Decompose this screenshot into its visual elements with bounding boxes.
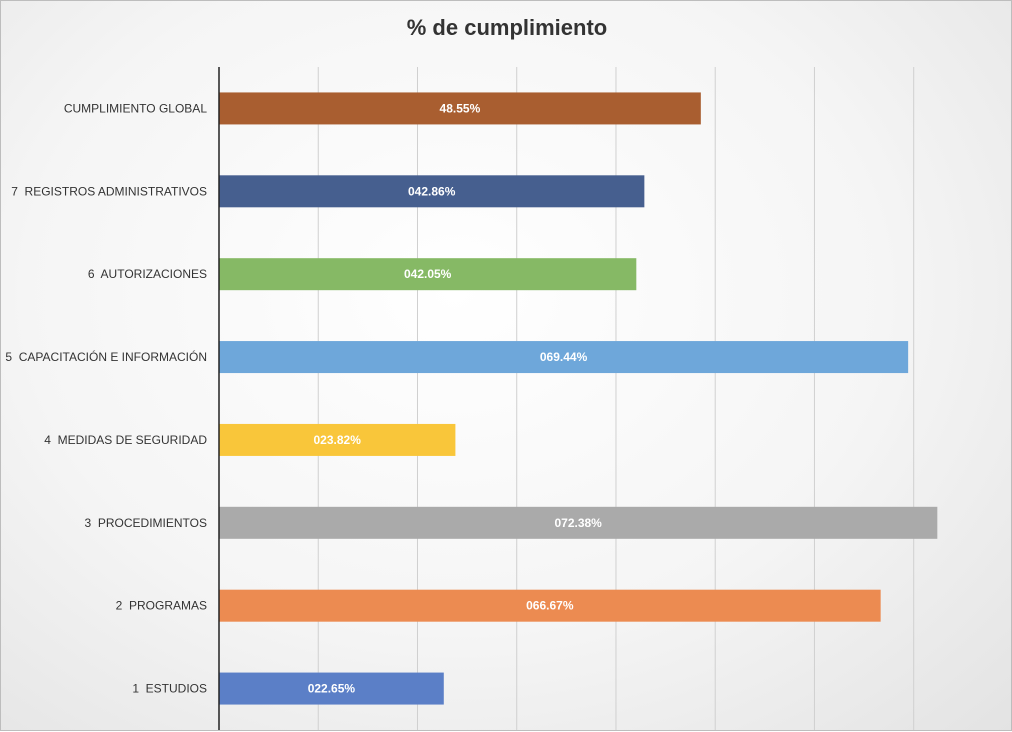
category-label: 2 PROGRAMAS <box>116 599 207 613</box>
data-label: 042.86% <box>408 184 456 198</box>
bars: 022.65% 066.67% 072.38% 023.82% 069.44% 042.0… <box>219 92 938 705</box>
bar <box>219 175 645 208</box>
category-label: CUMPLIMIENTO GLOBAL <box>64 101 207 115</box>
category-label: 4 MEDIDAS DE SEGURIDAD <box>44 433 207 447</box>
gridlines <box>317 67 915 730</box>
bar <box>219 423 456 456</box>
category-labels: 1 ESTUDIOS 2 PROGRAMAS 3 PROCEDIMIENTOS 4 M… <box>5 101 207 695</box>
data-label: 48.55% <box>440 101 481 115</box>
bar <box>219 92 701 125</box>
data-label: 023.82% <box>314 433 362 447</box>
category-label: 3 PROCEDIMIENTOS <box>85 516 207 530</box>
category-label: 5 CAPACITACIÓN E INFORMACIÓN <box>5 349 207 364</box>
bar <box>219 506 938 539</box>
category-label: 7 REGISTROS ADMINISTRATIVOS <box>11 184 207 198</box>
chart-title: % de cumplimiento <box>406 15 608 40</box>
data-label: 022.65% <box>308 682 356 696</box>
bar <box>219 672 444 705</box>
data-label: 042.05% <box>404 267 452 281</box>
bar <box>219 258 637 291</box>
category-label: 6 AUTORIZACIONES <box>88 267 207 281</box>
data-label: 066.67% <box>526 599 574 613</box>
data-label: 072.38% <box>554 516 602 530</box>
bar <box>219 341 909 374</box>
data-label: 069.44% <box>540 350 588 364</box>
bar <box>219 589 881 622</box>
category-label: 1 ESTUDIOS <box>132 682 207 696</box>
